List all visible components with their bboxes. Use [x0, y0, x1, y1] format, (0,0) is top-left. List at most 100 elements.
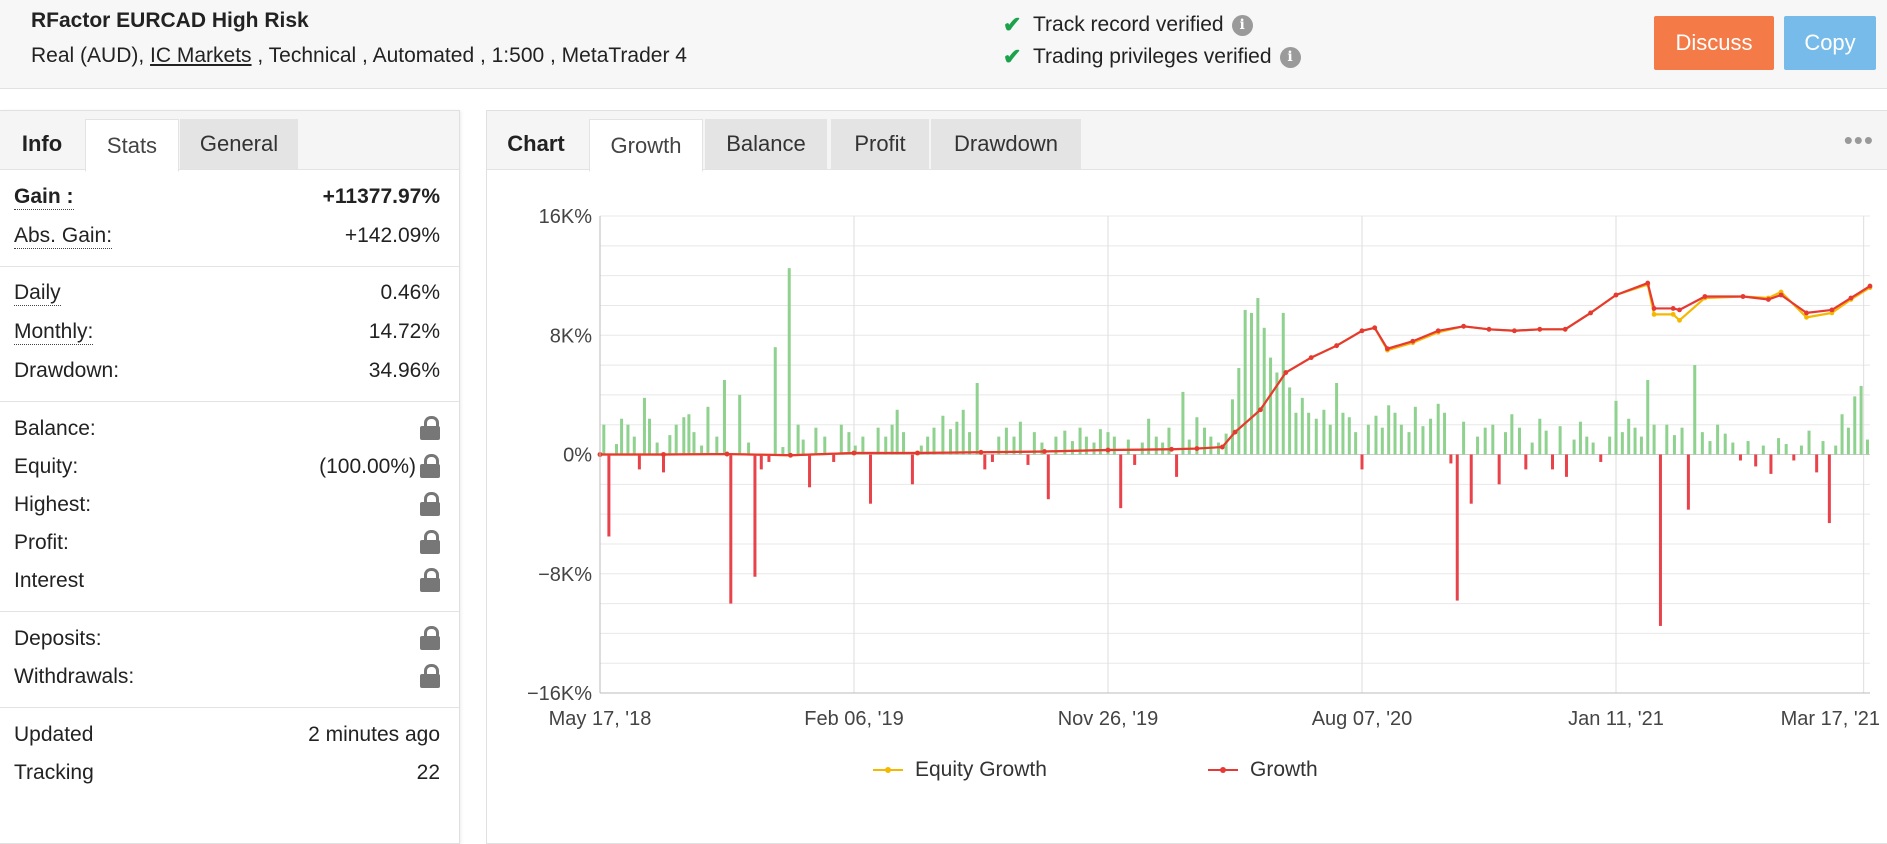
tab-drawdown[interactable]: Drawdown — [931, 119, 1081, 169]
interest-value — [420, 568, 440, 593]
growth-point — [1219, 444, 1225, 450]
profit-bar — [1328, 424, 1332, 455]
profit-bar — [1393, 412, 1397, 455]
profit-bar — [1262, 327, 1266, 455]
drawdown-label: Drawdown: — [14, 359, 120, 382]
info-icon[interactable]: i — [1279, 46, 1301, 68]
profit-bar — [1063, 430, 1067, 455]
profit-bar — [759, 454, 763, 470]
profit-bar — [662, 454, 665, 473]
profit-bar — [1449, 454, 1453, 464]
legend-equity-growth[interactable]: Equity Growth — [873, 758, 1047, 781]
equity-label: Equity: — [14, 455, 79, 478]
profit-bar — [1572, 439, 1576, 455]
profit-bar — [1807, 430, 1811, 455]
highest-row: Highest: — [14, 492, 440, 527]
abs-gain-value: +142.09% — [344, 224, 440, 247]
profit-bar — [1092, 442, 1096, 455]
profit-bar — [626, 424, 630, 455]
profit-bar — [1366, 424, 1370, 455]
growth-chart[interactable]: 16K% 8K% 0% −8K% −16K% May 17, '18 Feb 06, '19… — [486, 170, 1887, 810]
growth-point — [1372, 325, 1378, 331]
highest-label: Highest: — [14, 493, 92, 516]
tab-profit[interactable]: Profit — [831, 119, 929, 169]
profit-bar — [1469, 454, 1473, 504]
profit-bar — [961, 409, 965, 455]
growth-point — [1258, 407, 1263, 413]
profit-bar — [1646, 379, 1650, 455]
profit-bar — [655, 442, 659, 455]
profit-bar — [715, 436, 719, 455]
x-tick-label: Feb 06, '19 — [804, 708, 903, 730]
growth-point — [1613, 292, 1619, 298]
equity-growth-point — [1651, 311, 1657, 317]
profit-bar — [1564, 454, 1568, 477]
profit-bar — [932, 427, 936, 455]
profit-bar — [801, 439, 805, 455]
profit-label: Profit: — [14, 531, 69, 554]
profit-bar — [1491, 424, 1495, 455]
info-icon[interactable]: i — [1231, 14, 1253, 36]
tab-chart[interactable]: Chart — [487, 119, 585, 169]
profit-bar — [1112, 436, 1116, 455]
profit-bar — [1126, 439, 1130, 455]
profit-bar — [1815, 454, 1819, 473]
profit-bar — [1476, 436, 1480, 455]
growth-point — [788, 452, 793, 458]
profit-bar — [926, 436, 930, 455]
chart-legend[interactable]: Equity Growth Growth — [873, 758, 1318, 781]
discuss-button[interactable]: Discuss — [1654, 16, 1774, 70]
tab-balance[interactable]: Balance — [705, 119, 827, 169]
legend-growth[interactable]: Growth — [1208, 758, 1318, 781]
copy-button[interactable]: Copy — [1784, 16, 1876, 70]
growth-point — [1042, 449, 1047, 454]
monthly-label[interactable]: Monthly: — [14, 320, 94, 345]
tab-general[interactable]: General — [180, 119, 298, 169]
x-tick-label: Mar 17, '21 — [1781, 708, 1880, 730]
profit-bar — [1716, 424, 1720, 455]
more-options-icon[interactable]: ••• — [1843, 125, 1874, 155]
profit-bar — [729, 454, 733, 604]
legend-label: Growth — [1250, 758, 1318, 781]
growth-point — [978, 449, 984, 455]
tab-stats[interactable]: Stats — [85, 119, 179, 172]
tab-info[interactable]: Info — [0, 119, 84, 169]
profit-bar — [1746, 441, 1750, 455]
lock-icon — [420, 664, 440, 688]
meta-suffix: , Technical , Automated , 1:500 , MetaTr… — [251, 44, 687, 67]
profit-bar — [1538, 418, 1542, 455]
profit-bar — [1859, 385, 1863, 455]
profit-bar — [1591, 442, 1595, 455]
stats-panel: Info Stats General Gain : +11377.97% Abs… — [0, 110, 460, 844]
broker-link[interactable]: IC Markets — [150, 44, 252, 67]
interest-label: Interest — [14, 569, 85, 592]
profit-bar — [1455, 454, 1459, 601]
profit-bar — [1012, 436, 1016, 455]
check-icon: ✔ — [1003, 44, 1022, 69]
growth-point — [1359, 328, 1365, 334]
abs-gain-label[interactable]: Abs. Gain: — [14, 224, 113, 249]
system-meta: Real (AUD), IC Markets , Technical , Aut… — [31, 44, 687, 68]
daily-label[interactable]: Daily — [14, 281, 61, 306]
profit-bar — [1784, 444, 1788, 455]
equity-percent: (100.00%) — [319, 455, 416, 478]
gain-label[interactable]: Gain : — [14, 185, 74, 210]
profit-bar — [642, 397, 646, 455]
profit-row: Profit: — [14, 530, 440, 565]
profit-bar — [1544, 430, 1548, 455]
growth-point — [1283, 370, 1289, 375]
growth-point — [724, 451, 730, 457]
y-tick-label: 0% — [563, 445, 592, 467]
system-header: RFactor EURCAD High Risk Real (AUD), IC … — [0, 0, 1887, 89]
tab-growth[interactable]: Growth — [589, 119, 703, 172]
profit-bar — [832, 454, 836, 462]
updated-value: 2 minutes ago — [308, 723, 440, 746]
withdrawals-label: Withdrawals: — [14, 665, 135, 688]
deposits-label: Deposits: — [14, 627, 102, 650]
profit-bar — [1018, 421, 1022, 455]
growth-point — [1461, 323, 1466, 329]
tracking-value: 22 — [416, 761, 440, 784]
growth-point — [1410, 338, 1416, 344]
growth-point — [1702, 294, 1708, 299]
verify-track-label: Track record verified — [1033, 13, 1224, 36]
